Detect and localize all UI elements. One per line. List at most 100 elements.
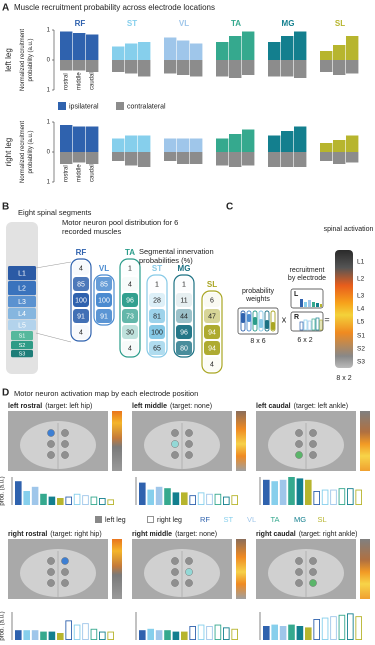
left-leg-bar [48, 631, 56, 640]
right-leg-bar [82, 623, 89, 641]
ipsilateral-bar [333, 45, 346, 60]
right-leg-bar [338, 614, 346, 640]
left-leg-bar [164, 488, 171, 505]
innervation-cell [176, 341, 192, 355]
matrix-size: 6 x 2 [297, 337, 312, 344]
electrode [185, 579, 193, 587]
spinal-segment [8, 320, 36, 331]
innervation-cell [73, 277, 89, 291]
innervation-cell [73, 261, 89, 275]
spinal-segment [8, 296, 36, 308]
right-leg-bar [73, 493, 81, 506]
activation-segment-label: L2 [357, 276, 365, 283]
ipsilateral-bar [242, 129, 255, 152]
legend-swatch [116, 102, 124, 110]
ipsilateral-bar [320, 51, 333, 60]
innervation-cell [96, 293, 112, 307]
right-leg-bar [65, 496, 72, 505]
innervation-value: 94 [208, 345, 216, 352]
innervation-value: 47 [208, 313, 216, 320]
innervation-value: 28 [153, 297, 161, 304]
contralateral-bar [320, 152, 333, 161]
legend-swatch [58, 102, 66, 110]
electrode [47, 557, 55, 565]
connector [35, 261, 72, 269]
electrode [47, 440, 55, 448]
activation-strip [360, 539, 370, 599]
left-leg-bar [263, 479, 270, 505]
right-leg-bar [107, 499, 114, 506]
electrode [295, 429, 303, 437]
ipsilateral-bar [164, 37, 177, 60]
right-leg-bar [321, 617, 329, 640]
contralateral-bar [229, 152, 242, 167]
ipsilateral-bar [164, 138, 177, 152]
electrode [47, 451, 55, 459]
innervation-cell [96, 277, 112, 291]
row-label: left leg [4, 48, 13, 72]
left-leg-bar [181, 492, 188, 505]
panel-letter: C [226, 202, 233, 213]
segment-label: S1 [19, 333, 26, 339]
ipsilateral-bar [294, 31, 307, 60]
left-leg-bar [305, 479, 312, 505]
y-tick-label: 1 [47, 180, 51, 186]
contralateral-bar [60, 152, 73, 164]
y-axis-label: prob. (a.u.) [0, 611, 6, 640]
electrode [309, 451, 317, 459]
left-leg-bar [139, 482, 146, 505]
innervation-value: 1 [182, 281, 186, 288]
muscle-label: TA [231, 19, 241, 28]
active-electrode [309, 579, 317, 587]
innervation-cell [204, 357, 220, 371]
ipsilateral-bar [60, 125, 73, 152]
pool-title: Motor neuron pool distribution for 6 rec… [62, 218, 179, 236]
contralateral-bar [86, 60, 99, 72]
activation-segment-label: L3 [357, 293, 365, 300]
left-leg-bar [57, 498, 64, 505]
innervation-value: 96 [126, 297, 134, 304]
contralateral-bar [112, 152, 125, 161]
category-label: caudal [90, 164, 96, 182]
map-title: left middle (target: none) [132, 403, 212, 410]
category-label: rostral [64, 73, 70, 90]
electrode [309, 440, 317, 448]
y-tick-label: 1 [47, 120, 51, 126]
electrode [61, 451, 69, 459]
innervation-value: 91 [100, 313, 108, 320]
ipsilateral-bar [294, 126, 307, 152]
innervation-value: 4 [210, 361, 214, 368]
ipsilateral-bar [60, 31, 73, 60]
weights-label: probability weights [242, 288, 274, 303]
legend-label: contralateral [127, 103, 166, 110]
right-leg-bar [347, 488, 354, 505]
left-leg-bar [288, 477, 295, 505]
electrode [171, 429, 179, 437]
ipsilateral-bar [346, 36, 359, 60]
contralateral-bar [242, 152, 255, 166]
column-header: MG [178, 264, 191, 273]
ipsilateral-bar [281, 36, 294, 60]
left-leg-bar [164, 630, 171, 640]
innervation-value: 1 [155, 281, 159, 288]
muscle-legend: SL [318, 515, 327, 524]
electrode [185, 440, 193, 448]
map-target: (target: left hip) [45, 403, 92, 410]
left-leg-bar [23, 630, 30, 640]
right-leg-bar [355, 616, 363, 641]
left-leg-bar [271, 624, 278, 640]
panel-letter: D [2, 388, 9, 399]
left-leg-bar [147, 489, 154, 505]
innervation-value: 73 [126, 313, 134, 320]
map-title: right caudal (target: right ankle) [256, 531, 357, 538]
right-leg-bar [189, 495, 197, 505]
muscle-label: RF [75, 19, 86, 28]
map-title: right rostral (target: right hip) [8, 531, 102, 538]
right-leg-bar [98, 498, 106, 506]
ipsilateral-bar [229, 36, 242, 60]
right-leg-bar [73, 624, 81, 640]
electrode [295, 440, 303, 448]
contralateral-bar [268, 152, 281, 167]
electrode [171, 451, 179, 459]
left-leg-bar [279, 479, 287, 505]
